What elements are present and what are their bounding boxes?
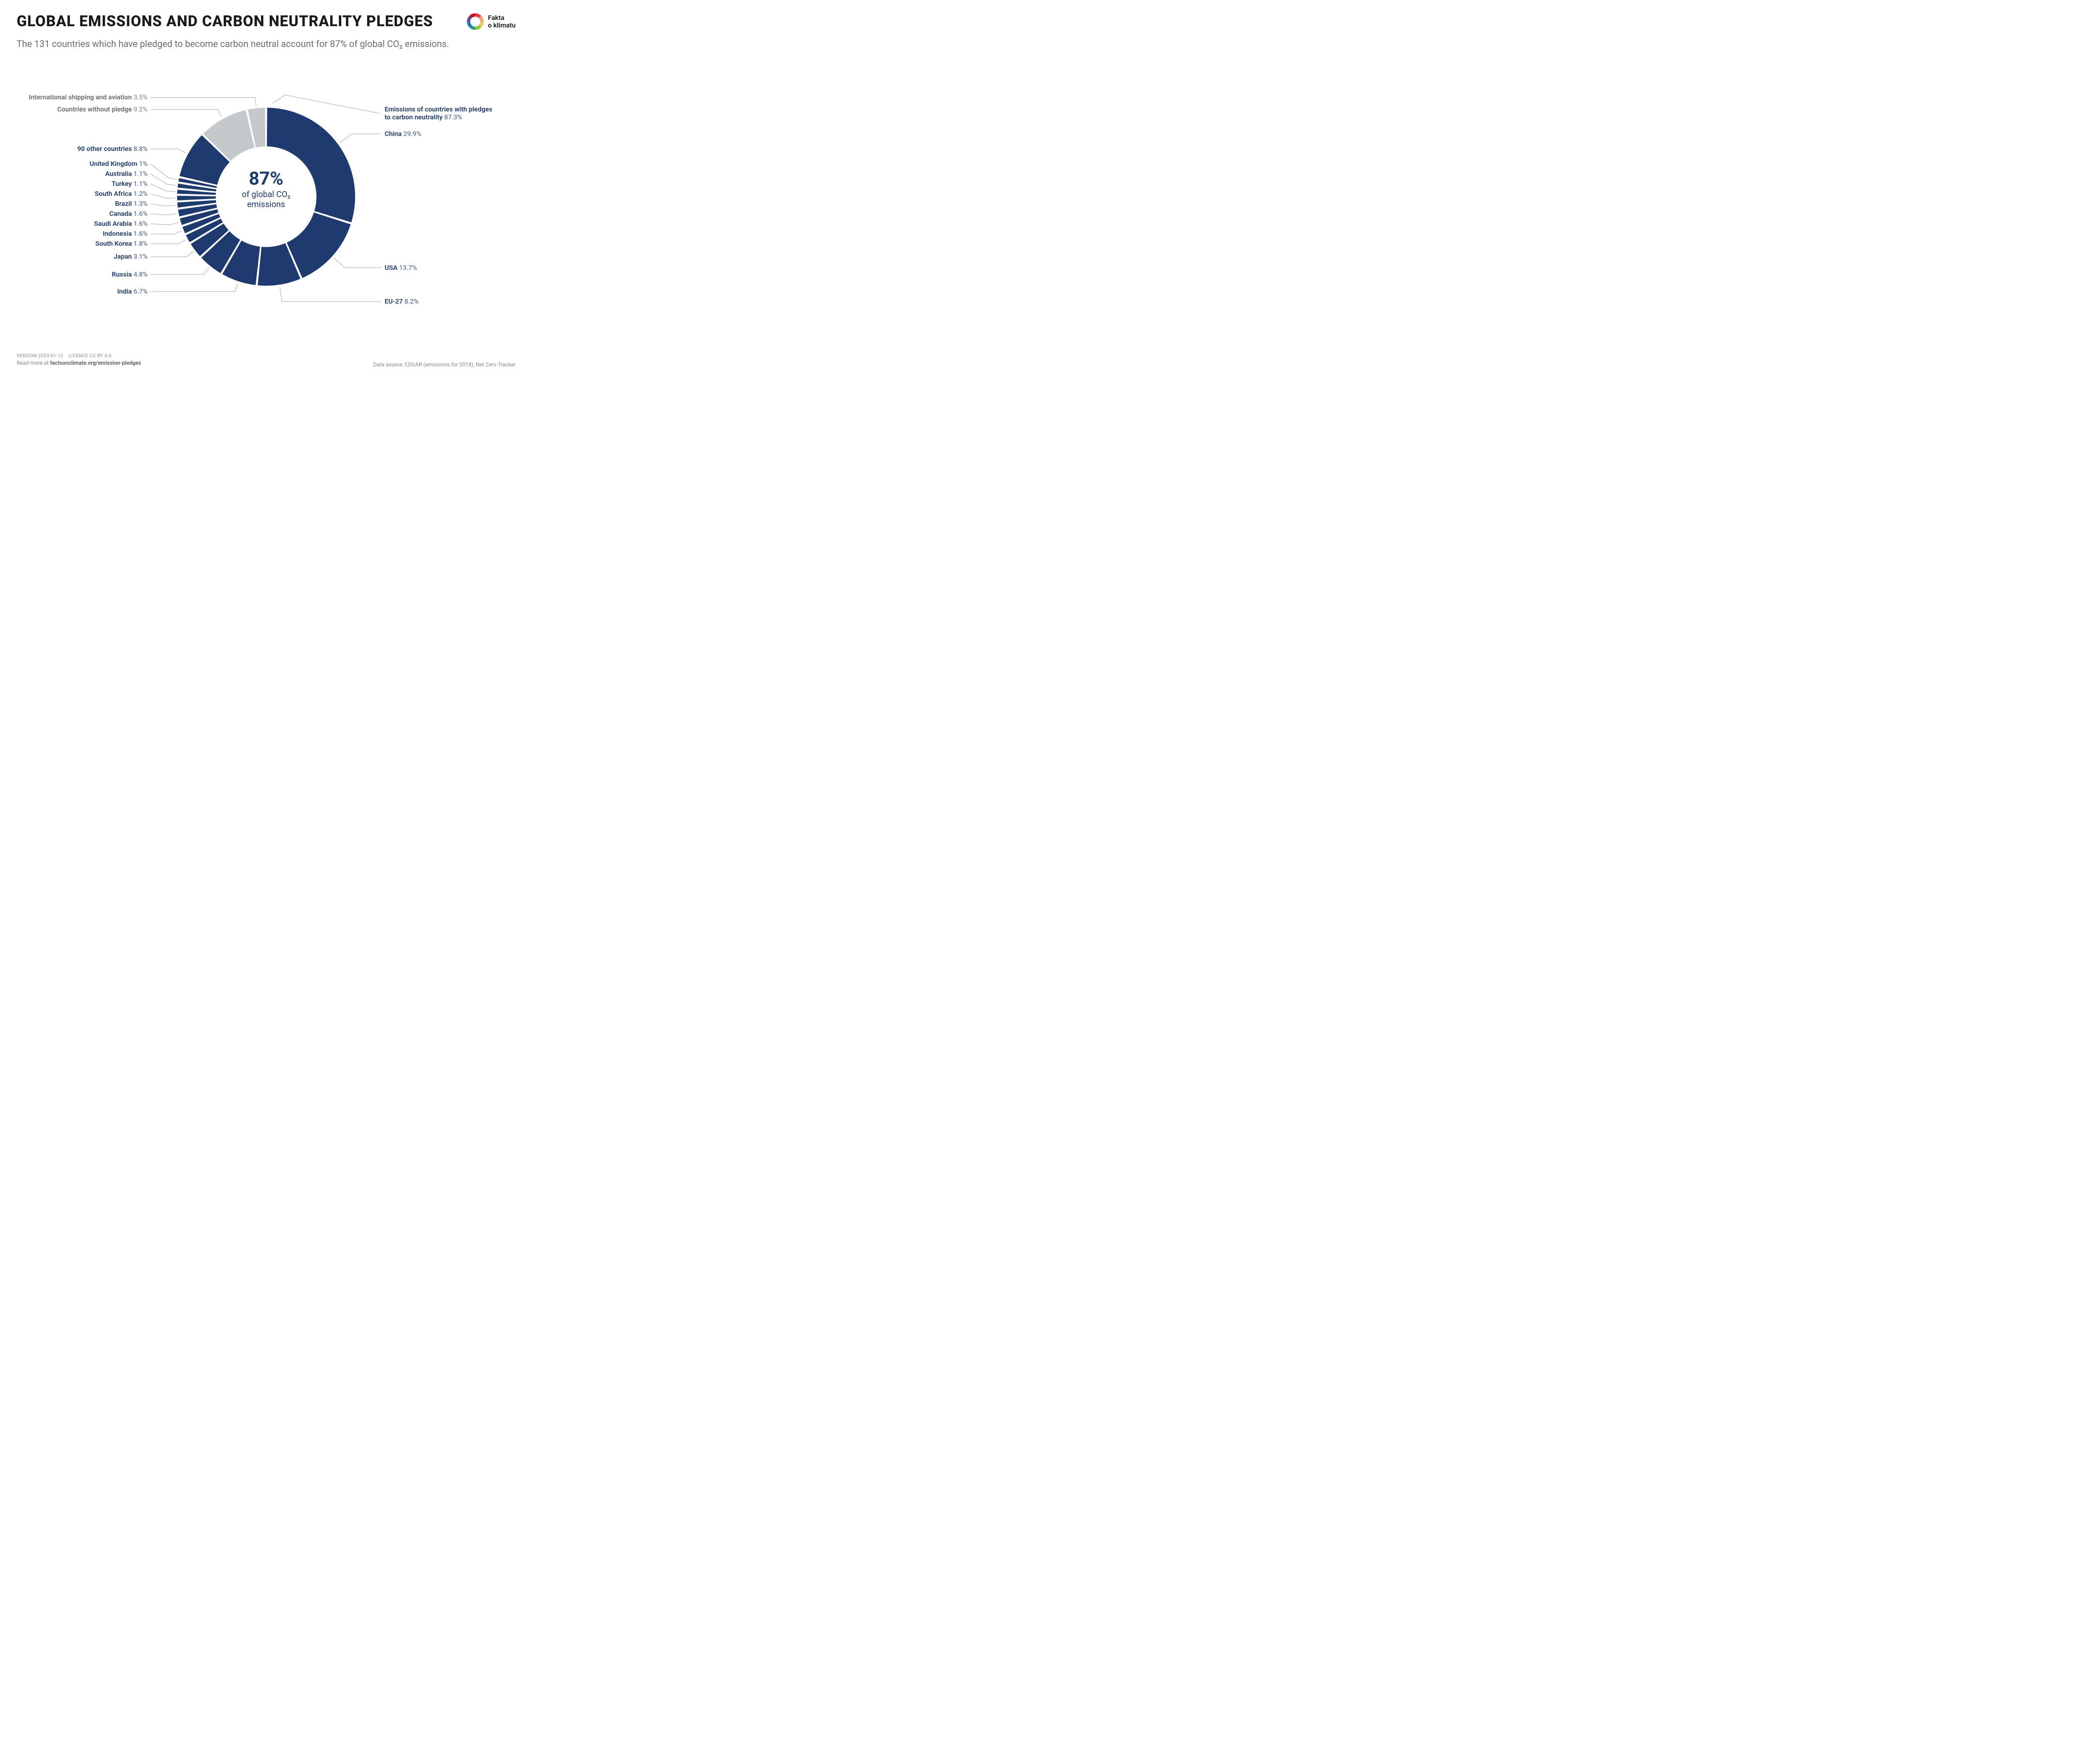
slice-label: Russia 4.8% bbox=[112, 270, 148, 278]
slice-label: Australia 1.1% bbox=[105, 170, 148, 178]
slice-label: China 29.9% bbox=[385, 130, 421, 138]
donut-chart: 87% of global CO₂emissions Emissions of … bbox=[17, 55, 516, 321]
brand-logo-text: Fakta o klimatu bbox=[488, 14, 516, 29]
slice-label: Turkey 1.1% bbox=[111, 180, 148, 188]
slice-label: Countries without pledge 9.2% bbox=[57, 105, 148, 113]
slice-label: Indonesia 1.6% bbox=[103, 230, 148, 237]
slice-label: South Africa 1.2% bbox=[95, 190, 148, 198]
readmore-link[interactable]: factsonclimate.org/emission-pledges bbox=[50, 360, 141, 366]
brand-line2: o klimatu bbox=[488, 22, 516, 29]
footer-readmore: Read more at factsonclimate.org/emission… bbox=[17, 359, 141, 368]
slice-label: 90 other countries 8.8% bbox=[77, 145, 148, 153]
donut-center-label: 87% of global CO₂emissions bbox=[242, 168, 291, 209]
version-text: VERSION 2023-01-12 bbox=[17, 353, 63, 358]
footer-meta: VERSION 2023-01-12 LICENCE CC BY 4.0 bbox=[17, 352, 141, 360]
slice-label: South Korea 1.8% bbox=[95, 240, 148, 247]
slice-label: Brazil 1.3% bbox=[115, 200, 148, 208]
center-percent: 87% bbox=[242, 168, 291, 189]
center-caption: of global CO₂emissions bbox=[242, 189, 291, 209]
slice-label: International shipping and aviation 3.5% bbox=[29, 93, 148, 101]
slice-label: Canada 1.6% bbox=[109, 210, 148, 217]
slice-label: United Kingdom 1% bbox=[89, 160, 148, 168]
slice-label: EU-27 8.2% bbox=[385, 297, 419, 305]
main-pledge-label: Emissions of countries with pledgesto ca… bbox=[385, 105, 492, 121]
licence-text: LICENCE CC BY 4.0 bbox=[69, 353, 111, 358]
slice-label: Japan 3.1% bbox=[114, 252, 148, 260]
page-title: GLOBAL EMISSIONS AND CARBON NEUTRALITY P… bbox=[17, 12, 433, 30]
slice-label: USA 13.7% bbox=[385, 264, 417, 272]
subtitle: The 131 countries which have pledged to … bbox=[17, 38, 453, 51]
footer: VERSION 2023-01-12 LICENCE CC BY 4.0 Rea… bbox=[17, 352, 516, 368]
readmore-prefix: Read more at bbox=[17, 360, 50, 366]
brand-line1: Fakta bbox=[488, 14, 516, 22]
footer-source: Data source: EDGAR (emissions for 2018),… bbox=[373, 362, 516, 368]
brand-logo: Fakta o klimatu bbox=[466, 12, 516, 31]
header: GLOBAL EMISSIONS AND CARBON NEUTRALITY P… bbox=[17, 12, 516, 31]
slice-label: India 6.7% bbox=[117, 287, 148, 295]
slice-label: Saudi Arabia 1.6% bbox=[94, 220, 148, 227]
footer-left: VERSION 2023-01-12 LICENCE CC BY 4.0 Rea… bbox=[17, 352, 141, 368]
logo-ring-icon bbox=[466, 12, 484, 31]
